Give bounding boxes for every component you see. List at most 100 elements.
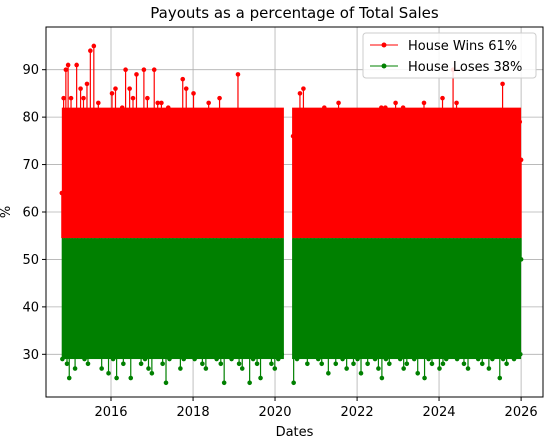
house-wins-point xyxy=(475,124,480,129)
house-loses-point xyxy=(192,356,197,362)
house-wins-point xyxy=(379,105,384,110)
house-wins-point xyxy=(123,67,128,72)
house-loses-point xyxy=(243,352,249,357)
y-tick-label: 60 xyxy=(22,206,39,221)
house-loses-point xyxy=(239,366,245,371)
house-loses-point xyxy=(336,347,342,352)
house-loses-point xyxy=(106,370,111,376)
house-loses-point xyxy=(518,352,523,357)
house-wins-point xyxy=(482,148,488,153)
x-axis-label: Dates xyxy=(276,425,314,440)
house-wins-point xyxy=(228,133,233,139)
house-loses-point xyxy=(275,356,281,362)
y-tick-label: 30 xyxy=(22,348,39,363)
house-loses-point xyxy=(131,347,137,352)
house-wins-point xyxy=(511,119,516,125)
house-wins-point xyxy=(105,129,110,134)
house-wins-point xyxy=(155,100,161,106)
house-loses-point xyxy=(322,342,328,348)
house-loses-point xyxy=(97,352,102,357)
house-wins-point xyxy=(343,129,349,134)
house-wins-point xyxy=(246,124,251,129)
house-wins-point xyxy=(465,119,470,125)
house-loses-point xyxy=(121,361,126,367)
house-loses-point xyxy=(404,361,410,367)
house-wins-point xyxy=(116,133,122,139)
house-wins-point xyxy=(148,119,154,125)
house-loses-point xyxy=(401,366,406,371)
house-loses-point xyxy=(66,375,72,381)
house-loses-point xyxy=(461,361,467,367)
house-wins-point xyxy=(137,119,143,125)
x-tick-label: 2026 xyxy=(505,405,538,420)
house-wins-point xyxy=(59,190,65,196)
house-loses-point xyxy=(305,361,310,367)
house-loses-point xyxy=(515,347,520,352)
house-wins-point xyxy=(457,110,463,115)
house-wins-point xyxy=(486,124,491,129)
house-loses-point xyxy=(465,366,471,371)
house-loses-point xyxy=(376,366,381,371)
house-wins-point xyxy=(454,100,459,106)
house-loses-point xyxy=(326,370,331,376)
house-loses-point xyxy=(279,352,285,357)
house-loses-point xyxy=(218,361,224,367)
x-tick-label: 2020 xyxy=(258,405,291,420)
house-loses-point xyxy=(340,356,345,362)
house-loses-point xyxy=(200,361,205,367)
house-wins-point xyxy=(294,138,299,144)
house-loses-point xyxy=(153,347,158,352)
house-loses-point xyxy=(387,361,392,367)
house-loses-point xyxy=(64,361,70,367)
house-wins-point xyxy=(101,110,107,115)
house-wins-point xyxy=(173,119,179,125)
house-wins-point xyxy=(325,148,331,153)
x-axis-ticks: 2016 2018 2020 2022 2024 2026 xyxy=(94,397,538,420)
house-loses-point xyxy=(69,352,75,357)
house-wins-point xyxy=(91,43,97,49)
house-wins-point xyxy=(81,95,86,101)
house-loses-point xyxy=(369,352,374,357)
house-loses-point xyxy=(82,356,87,362)
house-wins-point xyxy=(403,129,409,134)
series-lines xyxy=(61,45,522,383)
house-wins-point xyxy=(517,119,523,125)
house-loses-point xyxy=(333,361,339,367)
house-wins-point xyxy=(198,133,204,139)
house-loses-point xyxy=(393,347,399,352)
house-wins-point xyxy=(63,67,69,72)
house-wins-point xyxy=(446,114,452,120)
house-loses-point xyxy=(479,361,485,367)
house-wins-point xyxy=(242,110,248,115)
house-wins-point xyxy=(354,133,360,139)
house-wins-point xyxy=(368,110,374,115)
house-loses-point xyxy=(160,361,165,367)
house-loses-point xyxy=(383,356,389,362)
house-wins-point xyxy=(358,148,363,153)
house-loses-point xyxy=(365,361,370,367)
house-loses-point xyxy=(351,361,356,367)
house-wins-point xyxy=(238,133,244,139)
house-wins-point xyxy=(88,48,93,54)
house-wins-point xyxy=(372,133,377,139)
house-wins-point xyxy=(145,95,150,101)
house-wins-point xyxy=(496,129,502,134)
house-loses-point xyxy=(102,347,108,352)
chart-title: Payouts as a percentage of Total Sales xyxy=(150,4,439,22)
house-wins-point xyxy=(307,124,313,129)
house-wins-point xyxy=(249,129,255,134)
house-loses-point xyxy=(269,361,274,367)
house-wins-point xyxy=(425,148,431,153)
house-wins-point xyxy=(318,114,324,120)
house-loses-point xyxy=(250,356,256,362)
house-wins-point xyxy=(429,124,434,129)
x-tick-label: 2018 xyxy=(177,405,210,420)
legend: House Wins 61% House Loses 38% xyxy=(362,32,537,79)
house-loses-point xyxy=(291,380,296,386)
house-wins-point xyxy=(347,138,352,144)
house-wins-point xyxy=(397,124,402,129)
house-loses-point xyxy=(347,352,353,357)
house-loses-point xyxy=(490,356,495,362)
house-wins-point xyxy=(65,62,71,68)
house-wins-point xyxy=(127,86,132,91)
